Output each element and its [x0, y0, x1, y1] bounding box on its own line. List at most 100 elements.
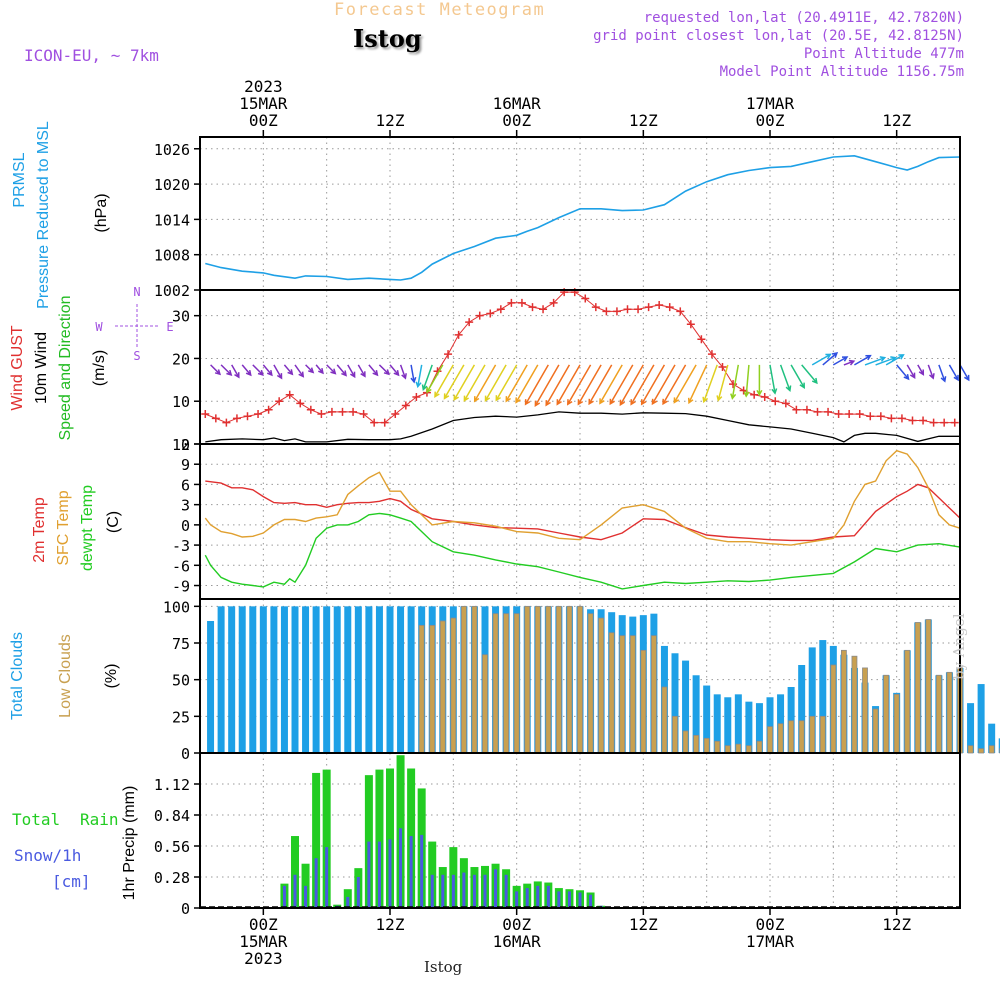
- gust-marker: [602, 307, 611, 316]
- wind-direction-arrow: [640, 364, 666, 406]
- wind-direction-arrow: [347, 364, 356, 379]
- wind-direction-arrow: [885, 354, 905, 366]
- bar-snow: [546, 885, 550, 908]
- bar-low-clouds: [788, 720, 795, 754]
- wind-direction-arrow: [473, 364, 497, 403]
- bar-snow: [388, 839, 392, 908]
- gust-marker: [591, 303, 600, 312]
- gust-marker: [254, 410, 263, 419]
- bar-low-clouds: [935, 674, 942, 754]
- bar-low-clouds: [682, 730, 689, 754]
- total-clouds-label: Total Clouds: [9, 632, 26, 720]
- bar-total-clouds: [291, 606, 299, 753]
- temp-dewpt-label: dewpt Temp: [79, 485, 96, 571]
- gust-marker: [296, 399, 305, 408]
- wind-direction-arrow: [484, 364, 507, 402]
- wind-direction-arrow: [790, 364, 805, 389]
- bar-snow: [578, 892, 582, 908]
- bar-total-clouds: [977, 684, 985, 753]
- bar-snow: [325, 847, 329, 908]
- wind-direction-arrow: [434, 364, 454, 398]
- gust-marker: [676, 307, 685, 316]
- model-altitude: Model Point Altitude 1156.75m: [719, 64, 964, 80]
- bar-snow: [504, 874, 508, 908]
- compass-letter: E: [166, 320, 173, 334]
- wind-direction-arrow: [832, 356, 849, 366]
- gust-marker: [750, 390, 759, 399]
- bar-total-rain: [375, 769, 384, 908]
- bar-low-clouds: [693, 735, 700, 754]
- bar-total-clouds: [259, 606, 267, 753]
- top-time-label: 2023: [244, 77, 283, 96]
- gust-marker: [507, 298, 516, 307]
- wind-direction-arrow: [389, 364, 400, 377]
- gust-marker: [581, 294, 590, 303]
- bar-snow: [293, 874, 297, 908]
- bottom-time-label: 15MAR: [239, 932, 288, 951]
- wind-direction-arrow: [262, 364, 273, 377]
- wind-10m-label: 10m Wind: [33, 332, 50, 404]
- bar-total-clouds: [787, 687, 795, 753]
- gust-marker: [465, 318, 474, 327]
- gust-marker: [327, 407, 336, 416]
- gust-marker: [275, 397, 284, 406]
- bottom-time-label: 00Z: [502, 915, 531, 934]
- gust-marker: [771, 397, 780, 406]
- bar-snow: [567, 891, 571, 908]
- y-tick-label: 25: [172, 708, 190, 726]
- bar-low-clouds: [555, 605, 562, 754]
- bar-total-clouds: [998, 738, 1000, 753]
- wind-direction-arrow: [231, 364, 240, 379]
- gust-marker: [729, 380, 738, 389]
- bar-total-clouds: [808, 647, 816, 753]
- wind-direction-arrow: [938, 364, 947, 383]
- y-tick-label: 0.56: [154, 838, 190, 856]
- bottom-time-label: 16MAR: [493, 932, 542, 951]
- bar-snow: [557, 891, 561, 908]
- bar-low-clouds: [904, 649, 911, 754]
- wind-direction-arrow: [545, 364, 571, 407]
- gust-marker: [412, 392, 421, 401]
- wind-direction-arrow: [801, 364, 818, 385]
- bar-snow: [589, 894, 593, 908]
- wind-direction-arrow: [426, 364, 444, 394]
- wind-direction-arrow: [378, 364, 390, 376]
- gust-marker: [317, 410, 326, 419]
- wind-direction-label: Speed and Direction: [57, 296, 74, 441]
- clouds-unit: (%): [103, 664, 120, 689]
- bar-total-clouds: [967, 703, 975, 753]
- series-dewpt-line: [204, 512, 961, 590]
- y-tick-label: -9: [172, 578, 190, 596]
- legend-snow: Snow/1h: [14, 846, 81, 865]
- wind-direction-arrow: [534, 364, 560, 407]
- bar-total-clouds: [354, 606, 362, 753]
- wind-direction-arrow: [283, 364, 294, 376]
- wind-direction-arrow: [662, 364, 687, 406]
- bar-low-clouds: [482, 654, 488, 754]
- bar-snow: [462, 872, 466, 908]
- gust-marker: [211, 414, 220, 423]
- bar-total-clouds: [228, 606, 236, 753]
- y-tick-label: -3: [172, 537, 190, 555]
- wind-unit: (m/s): [91, 350, 108, 386]
- panels-layer: 100210081014102010260102030-9-6-30369120…: [154, 136, 1000, 918]
- bottom-time-label: 2023: [244, 949, 283, 968]
- temp-2m-label: 2m Temp: [31, 497, 48, 563]
- bar-low-clouds: [566, 605, 573, 754]
- bar-total-clouds: [365, 606, 373, 753]
- wind-direction-arrow: [779, 364, 792, 392]
- gust-marker: [528, 303, 537, 312]
- top-time-label: 12Z: [882, 111, 911, 130]
- y-tick-label: -6: [172, 557, 190, 575]
- top-time-label: 12Z: [629, 111, 658, 130]
- bar-total-rain: [322, 769, 331, 908]
- gust-marker: [718, 363, 727, 371]
- wind-direction-arrow: [326, 364, 337, 375]
- gust-marker: [380, 418, 389, 427]
- bar-total-clouds: [375, 606, 383, 753]
- bar-low-clouds: [703, 737, 710, 754]
- bar-snow: [367, 841, 371, 908]
- bar-total-clouds: [988, 723, 996, 753]
- wind-direction-arrow: [651, 364, 676, 406]
